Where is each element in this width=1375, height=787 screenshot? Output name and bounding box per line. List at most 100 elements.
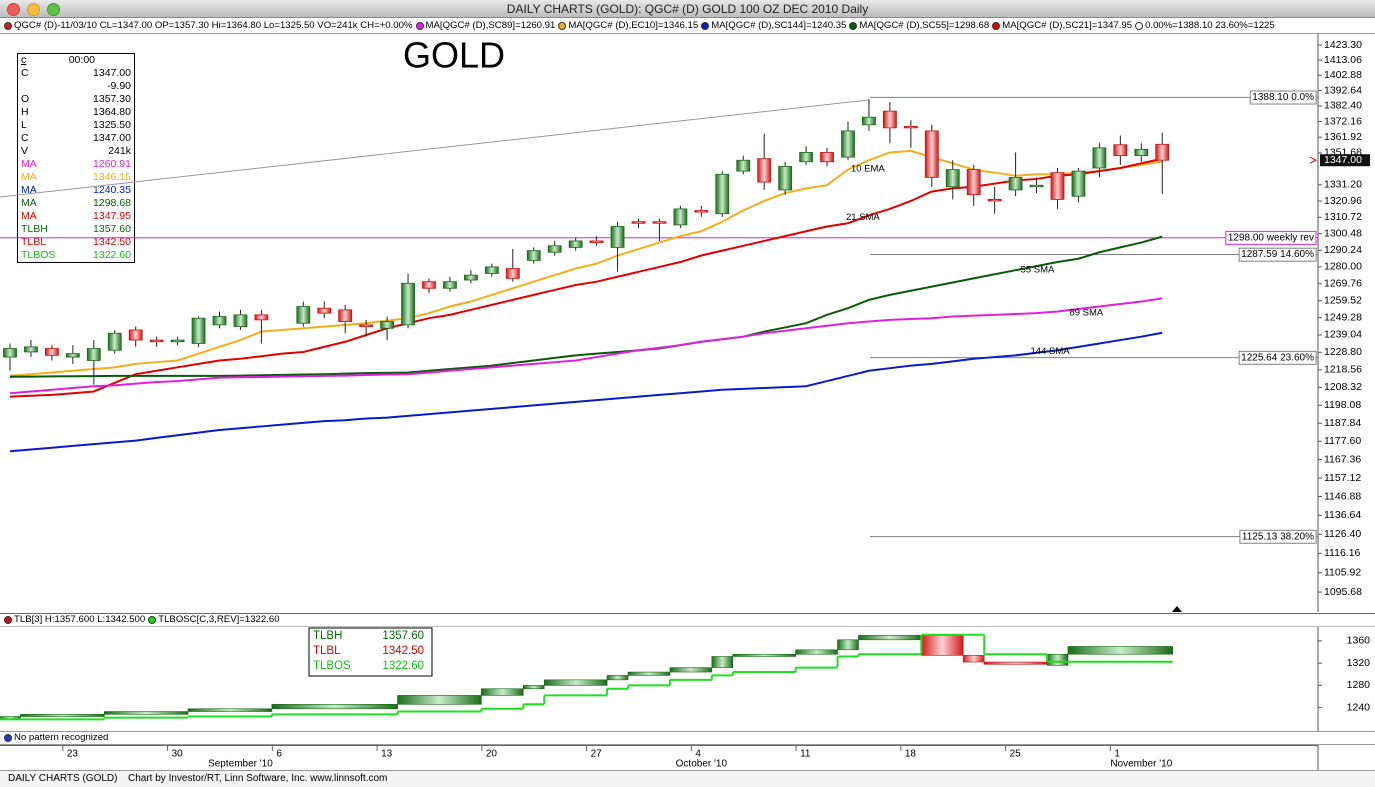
- data-row: TLBH 1357.60: [18, 223, 134, 236]
- y-tick-label: 1105.92: [1324, 566, 1361, 578]
- data-cell: c: [21, 54, 27, 66]
- tlb-brick: [920, 635, 964, 656]
- candle-body: [463, 274, 478, 281]
- legend-value: 1357.60: [382, 630, 424, 642]
- tlb-brick: [103, 711, 189, 715]
- y-tick-label: 1361.92: [1324, 131, 1362, 143]
- candle-body: [610, 226, 625, 248]
- tlb-brick: [187, 708, 273, 712]
- data-cell: TLBL: [21, 236, 47, 248]
- y-tick-label: 1136.64: [1324, 509, 1361, 521]
- data-cell: 1357.60: [93, 223, 131, 235]
- data-cell: L: [21, 119, 27, 131]
- tlb-brick: [795, 649, 838, 655]
- series-label: 21 SMA: [846, 212, 880, 223]
- minimize-button[interactable]: [27, 3, 40, 16]
- level-label: 1125.13 38.20%: [1242, 531, 1314, 542]
- candle-body: [778, 166, 793, 191]
- legend-label: TLBL: [313, 645, 341, 657]
- tlb-brick: [271, 704, 398, 710]
- data-cell: O: [21, 93, 30, 105]
- data-row: MA 1346.15: [18, 171, 134, 184]
- legend-item: TLB[3] H:1357.600 L:1342.500: [4, 614, 145, 626]
- candle-body: [128, 329, 143, 341]
- candle-body: [86, 348, 101, 361]
- y-tick-label: 1126.40: [1324, 528, 1361, 540]
- legend-item: MA[QGC# (D),SC55]=1298.68: [849, 18, 989, 33]
- candle-body: [3, 348, 17, 358]
- candle-body: [65, 353, 80, 358]
- level-label: 1287.59 14.60%: [1241, 249, 1314, 260]
- data-row: O 1357.30: [18, 93, 134, 106]
- candle-body: [317, 307, 332, 314]
- series-label: 55 SMA: [1021, 265, 1055, 276]
- level-label-box: [1238, 350, 1317, 365]
- candle-body: [589, 240, 604, 243]
- tlb-brick: [732, 653, 796, 657]
- level-label-box: [1249, 90, 1317, 105]
- data-box: c 00:00 C 1347.00 -9.90 O 1357.30 H 1364.80 L 1325…: [17, 53, 135, 263]
- candle-body: [820, 152, 834, 163]
- x-tick-label: 6: [276, 749, 282, 760]
- data-cell: MA: [21, 197, 37, 209]
- candle-body: [170, 339, 185, 343]
- candle-body: [652, 221, 667, 224]
- candle-body: [380, 321, 395, 329]
- close-button[interactable]: [7, 3, 20, 16]
- x-tick-label: 18: [905, 749, 917, 760]
- legend-text: TLB[3] H:1357.600 L:1342.500: [14, 614, 146, 625]
- legend-item: QGC# (D)-11/03/10 CL=1347.00 OP=1357.30 …: [4, 18, 413, 33]
- x-axis: 23 30 6 13 20 27 4 11 18 25 1 September '10 October …: [0, 745, 1319, 770]
- data-cell: C: [21, 132, 29, 144]
- zoom-button[interactable]: [47, 3, 60, 16]
- y-tick-label: 1146.88: [1324, 490, 1361, 502]
- y-tick-label: 1177.60: [1324, 435, 1361, 447]
- last-price-arrow: [1309, 156, 1318, 164]
- data-cell: MA: [21, 210, 37, 222]
- legend-text: QGC# (D)-11/03/10 CL=1347.00 OP=1357.30 …: [14, 20, 413, 31]
- data-row: L 1325.50: [18, 119, 134, 132]
- series-label: 10 EMA: [851, 164, 885, 175]
- candle-body: [107, 332, 122, 351]
- y-tick-label: 1320: [1347, 657, 1371, 669]
- data-row: TLBL 1342.50: [18, 236, 134, 249]
- data-cell: 1240.35: [93, 184, 131, 196]
- tlb-brick: [1067, 646, 1174, 655]
- y-tick-label: 1331.20: [1324, 179, 1362, 191]
- y-tick-label: 1392.64: [1324, 84, 1362, 96]
- candle-body: [233, 314, 248, 327]
- legend-text: TLBOSC[C,3,REV]=1322.60: [158, 614, 280, 625]
- x-tick-label: 11: [800, 749, 811, 760]
- series-label: 89 SMA: [1069, 308, 1103, 319]
- legend-dot: [148, 616, 157, 624]
- y-tick-label: 1300.48: [1324, 228, 1362, 240]
- legend-dot: [415, 21, 424, 30]
- footer-title: DAILY CHARTS (GOLD): [8, 773, 118, 784]
- candle-body: [45, 348, 59, 356]
- tlb-brick: [543, 679, 608, 686]
- candle-body: [945, 169, 960, 188]
- data-cell: 1325.50: [93, 119, 131, 131]
- y-tick-label: 1198.08: [1324, 399, 1361, 411]
- legend-text: MA[QGC# (D),SC55]=1298.68: [859, 20, 990, 31]
- last-price-box: [1320, 154, 1370, 167]
- data-cell: 1364.80: [93, 106, 131, 118]
- last-price-label: 1347.00: [1324, 154, 1362, 166]
- data-row: MA 1298.68: [18, 197, 134, 210]
- y-tick-label: 1157.12: [1324, 472, 1361, 484]
- legend-text: MA[QGC# (D),SC144]=1240.35: [711, 20, 847, 31]
- moving-average-line: [9, 157, 1163, 398]
- data-cell: 1347.95: [93, 210, 131, 222]
- month-label: October '10: [676, 759, 728, 770]
- y-tick-label: 1423.30: [1324, 39, 1362, 51]
- data-cell: H: [21, 106, 29, 118]
- lower-legend-bar: TLB[3] H:1357.600 L:1342.500 TLBOSC[C,3,R…: [0, 613, 1375, 627]
- data-cell: -9.90: [107, 80, 131, 92]
- candle-body: [1092, 147, 1107, 169]
- data-cell: TLBOS: [21, 249, 56, 261]
- chart-title: GOLD: [403, 35, 505, 76]
- tlb-brick: [481, 688, 524, 696]
- candle-body: [1113, 144, 1128, 156]
- candle-body: [568, 240, 583, 248]
